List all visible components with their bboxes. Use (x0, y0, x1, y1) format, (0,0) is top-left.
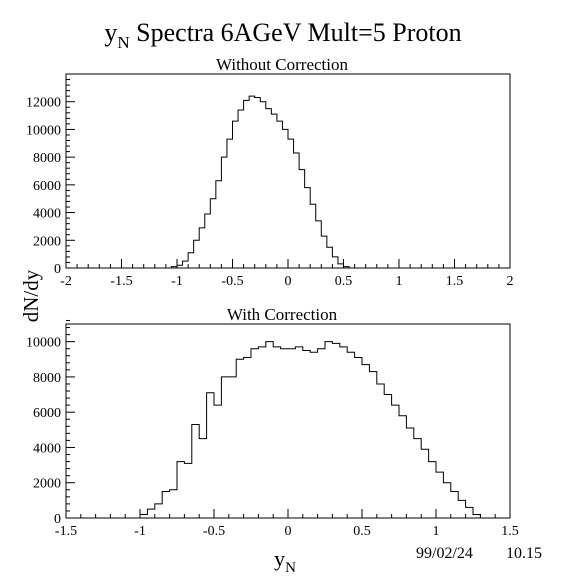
x-tick-label: -1 (171, 274, 183, 289)
plot-frame (65, 73, 511, 269)
time-stamp: 10.15 (506, 545, 542, 562)
y-tick-label: 8000 (33, 371, 61, 386)
y-tick-label: 12000 (26, 96, 61, 111)
y-tick-label: 2000 (33, 477, 61, 492)
x-tick-label: 1.5 (501, 524, 519, 539)
x-tick-label: 1 (433, 524, 440, 539)
x-tick-label: -0.5 (221, 274, 243, 289)
y-tick-label: 0 (54, 512, 61, 527)
y-tick-label: 6000 (33, 179, 61, 194)
y-axis-label: dN/dy (19, 269, 43, 322)
histogram-series (165, 95, 361, 269)
main-title-rest: Spectra 6AGeV Mult=5 Proton (130, 18, 462, 47)
main-title: yN Spectra 6AGeV Mult=5 Proton (104, 18, 461, 52)
y-tick-label: 4000 (33, 207, 61, 222)
x-tick-label: 1.5 (446, 274, 464, 289)
x-tick-label: 2 (507, 274, 514, 289)
y-tick-label: 10000 (26, 123, 61, 138)
x-tick-label: -0.5 (203, 524, 225, 539)
y-tick-label: 2000 (33, 234, 61, 249)
x-tick-label: -2 (60, 274, 72, 289)
x-tick-label: 0 (285, 274, 292, 289)
plot-frame (65, 323, 511, 519)
main-title-subscript: N (117, 33, 129, 52)
y-tick-label: 10000 (26, 336, 61, 351)
y-tick-label: 4000 (33, 441, 61, 456)
y-tick-label: 6000 (33, 406, 61, 421)
x-axis-label-subscript: N (285, 560, 296, 576)
y-tick-label: 8000 (33, 151, 61, 166)
panel-title-with-correction: With Correction (227, 305, 338, 324)
x-tick-label: 1 (396, 274, 403, 289)
x-axis-label: yN (274, 546, 296, 576)
x-tick-label: 0.5 (353, 524, 371, 539)
panel-without-correction: Without Correction -2 -1.5 -1 -0.5 0 0.5 1 1.5 2… (26, 55, 514, 289)
x-axis-label-var: y (274, 546, 285, 571)
x-tick-label: -1.5 (110, 274, 132, 289)
histogram-series (139, 341, 488, 519)
x-tick-label: -1.5 (55, 524, 77, 539)
y-tick-label: 0 (54, 262, 61, 277)
date-stamp: 99/02/24 (416, 545, 473, 562)
x-tick-label: 0 (285, 524, 292, 539)
panel-title-without-correction: Without Correction (216, 55, 348, 74)
x-tick-label: -1 (134, 524, 146, 539)
x-tick-label: 0.5 (335, 274, 353, 289)
panel-with-correction: With Correction -1.5 -1 -0.5 0 0.5 1 1.5 0 2000 4… (26, 305, 519, 539)
main-title-var: y (104, 18, 117, 47)
